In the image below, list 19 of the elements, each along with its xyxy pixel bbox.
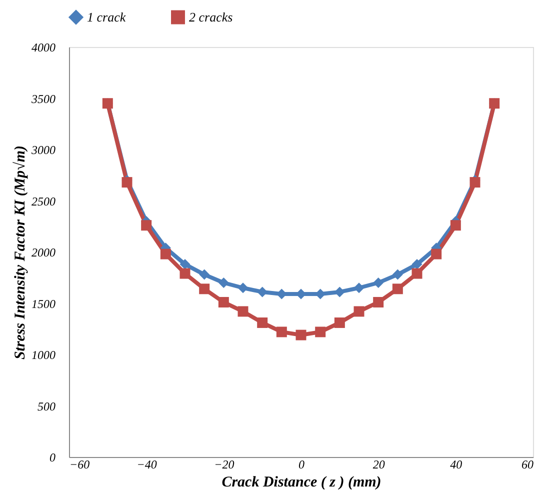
y-tick-label: 3500 bbox=[30, 92, 56, 106]
y-tick-label: 2500 bbox=[32, 194, 56, 208]
y-tick-label: 4000 bbox=[32, 40, 56, 54]
x-tick-label: 40 bbox=[450, 458, 462, 472]
x-tick-label: 60 bbox=[522, 458, 534, 472]
legend-label: 1 crack bbox=[87, 9, 126, 24]
y-tick-label: 1000 bbox=[32, 348, 56, 362]
y-tick-label: 3000 bbox=[30, 143, 56, 157]
y-tick-label: 2000 bbox=[32, 246, 56, 260]
x-tick-label: −40 bbox=[136, 458, 157, 472]
x-tick-label: 0 bbox=[298, 458, 304, 472]
legend-label: 2 cracks bbox=[189, 9, 233, 24]
y-tick-label: 500 bbox=[38, 399, 56, 414]
x-tick-label: −60 bbox=[70, 458, 90, 472]
x-tick-label: 20 bbox=[372, 458, 385, 472]
x-tick-label: −20 bbox=[214, 458, 234, 472]
y-axis-title: Stress Intensity Factor KI (Mp√m) bbox=[12, 145, 28, 360]
x-axis-title: Crack Distance ( z ) (mm) bbox=[222, 474, 382, 490]
y-tick-label: 1500 bbox=[32, 296, 56, 311]
